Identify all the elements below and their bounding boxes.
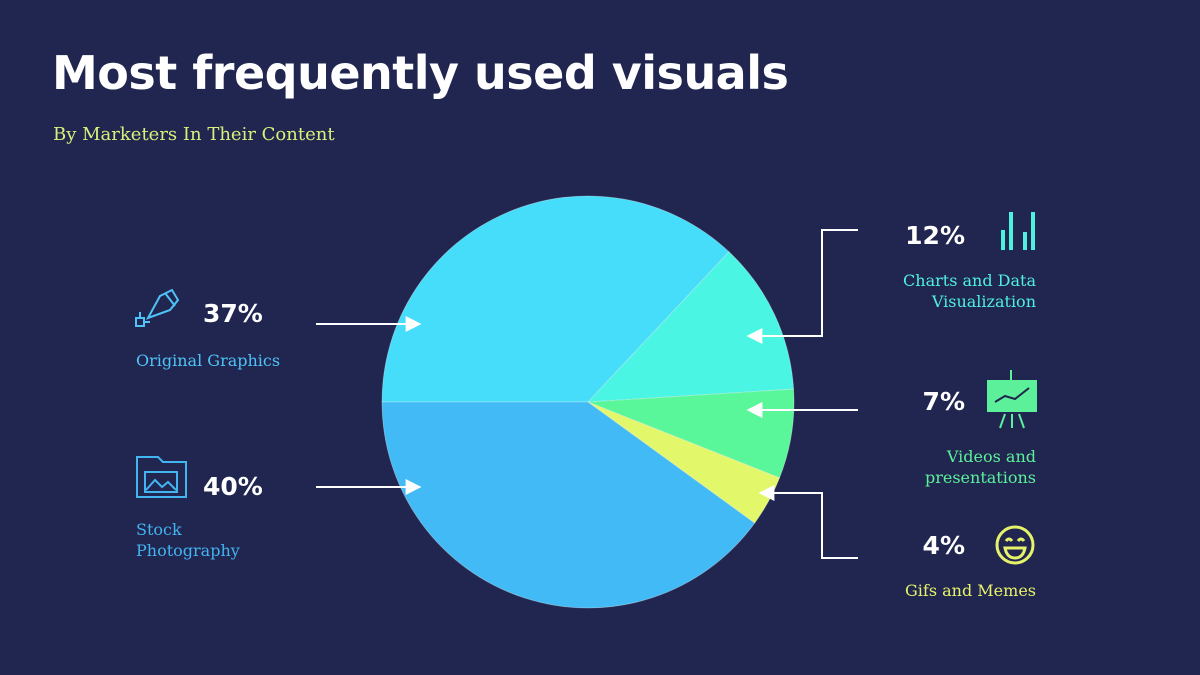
category-label: Videos and presentations [924,447,1036,487]
icon-smile [995,525,1035,565]
category-label: Original Graphics [136,351,281,370]
category-label: Gifs and Memes [905,581,1036,600]
value-label: 12% [905,221,965,250]
pie-slice [587,401,781,524]
pie-slice [587,251,795,403]
subtitle: By Marketers In Their Content [53,124,335,145]
icon-pen [135,288,180,327]
icon-presentation [987,370,1037,429]
value-label: 40% [203,472,263,501]
connector [746,229,858,344]
value-label: 7% [922,387,965,416]
pie-slice [381,401,756,609]
title: Most frequently used visuals [52,46,789,100]
pie-slice [587,388,795,479]
pie [381,195,795,609]
icon-bars [1001,212,1035,250]
icon-photo [136,456,187,498]
category-label: Charts and Data Visualization [903,271,1036,311]
value-label: 4% [922,531,965,560]
category-label: Stock Photography [136,520,240,560]
pie-slice [381,195,730,403]
value-label: 37% [203,299,263,328]
connectors [316,229,858,559]
connector [758,485,858,559]
